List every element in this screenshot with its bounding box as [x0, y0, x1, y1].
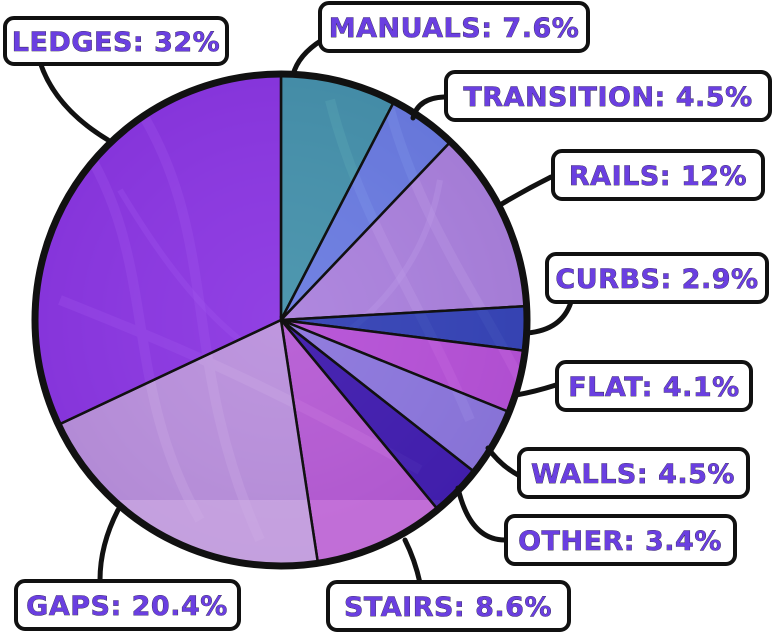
- label-gaps-text: GAPS: 20.4%: [26, 591, 228, 622]
- label-walls-text: WALLS: 4.5%: [531, 459, 735, 490]
- label-gaps: GAPS: 20.4%: [14, 579, 241, 631]
- leader-curbs: [524, 299, 574, 336]
- label-other-text: OTHER: 3.4%: [518, 526, 722, 557]
- leader-other: [455, 485, 508, 543]
- label-flat: FLAT: 4.1%: [555, 360, 753, 412]
- label-curbs: CURBS: 2.9%: [545, 252, 769, 304]
- label-manuals: MANUALS: 7.6%: [318, 1, 590, 53]
- label-manuals-text: MANUALS: 7.6%: [329, 13, 580, 44]
- label-curbs-text: CURBS: 2.9%: [555, 264, 758, 295]
- leader-ledges: [37, 59, 111, 143]
- label-stairs-text: STAIRS: 8.6%: [344, 592, 552, 623]
- label-ledges-text: LEDGES: 32%: [12, 27, 220, 58]
- pie-outline: [31, 70, 531, 570]
- label-stairs: STAIRS: 8.6%: [326, 580, 571, 632]
- leader-flat: [513, 382, 559, 398]
- pie-slices: [35, 74, 527, 566]
- slice-labels: LEDGES: 32% MANUALS: 7.6% TRANSITION: 4.…: [3, 1, 772, 632]
- label-transition: TRANSITION: 4.5%: [444, 70, 772, 122]
- leader-gaps: [97, 507, 121, 583]
- leader-stairs: [402, 537, 423, 586]
- label-rails-text: RAILS: 12%: [569, 161, 747, 192]
- leader-transition: [410, 94, 447, 121]
- leader-rails: [497, 174, 554, 208]
- label-flat-text: FLAT: 4.1%: [568, 372, 739, 403]
- label-other: OTHER: 3.4%: [504, 514, 737, 566]
- label-rails: RAILS: 12%: [551, 149, 765, 201]
- label-walls: WALLS: 4.5%: [517, 447, 750, 499]
- label-transition-text: TRANSITION: 4.5%: [463, 82, 752, 113]
- label-ledges: LEDGES: 32%: [3, 16, 229, 66]
- leader-walls: [485, 445, 521, 478]
- leader-manuals: [290, 37, 325, 78]
